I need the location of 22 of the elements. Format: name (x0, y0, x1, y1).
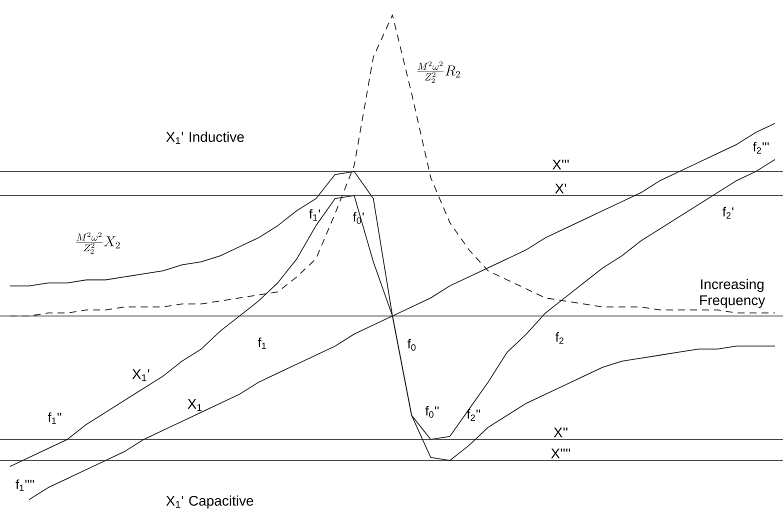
ref-line-label: X'' (554, 428, 568, 438)
annotation: f$_{0}$'' (425, 406, 439, 418)
annotation: f$_{2}$' (722, 206, 734, 219)
annotation: X$_{1}$' Capacitive (166, 495, 254, 509)
ref-line-label: X' (555, 184, 566, 194)
annotation: f$_{2}$'' (466, 409, 480, 421)
annotation: f$_{0}$' (352, 212, 364, 224)
ref-line-label: X'''' (551, 448, 570, 458)
annotation: Increasing Frequency (700, 278, 766, 308)
series-label: X$_{1}$ (188, 399, 202, 411)
annotation: f$_{2}$ (555, 332, 564, 344)
annotation: f$_{2}$''' (752, 142, 769, 154)
series-label: $\frac{M^{2}\omega^{2}}{Z_{2}^{2}}R_{2}$ (417, 61, 460, 83)
series-label: X$_{1}$' (132, 369, 150, 382)
annotation: f$_{0}$ (407, 338, 416, 351)
annotation: f$_{1}$'' (48, 412, 62, 424)
annotation: f$_{1}$ (258, 337, 266, 349)
annotation: f$_{1}$'''' (16, 479, 34, 491)
annotation: f$_{1}$' (309, 209, 320, 221)
ref-line-label: X''' (552, 160, 569, 170)
text: $\frac{M^{2}\omega^{2}}{Z_{2}^{2}}X_{2}$ (76, 232, 120, 254)
annotation: X$_{1}$' Inductive (166, 132, 244, 144)
